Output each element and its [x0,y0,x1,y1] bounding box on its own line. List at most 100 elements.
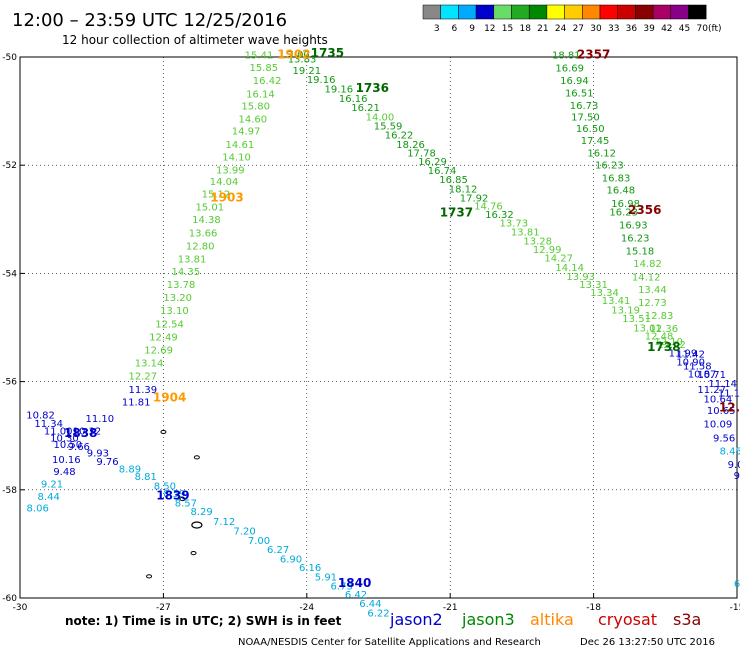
wave-height-label: 11.99 [669,349,698,360]
wave-height-label: 5.91 [315,573,337,584]
footer-timestamp: Dec 26 13:27:50 UTC 2016 [580,637,715,648]
wave-height-label: 13.31 [579,280,608,291]
legend-swatch-12 [475,4,495,20]
wave-height-label: 16.73 [570,101,599,112]
pass-time-label: 2357 [577,48,610,62]
legend-label-12: 12 [484,24,495,34]
wave-height-label: 13.14 [135,358,164,369]
wave-height-label: 7.20 [234,527,256,538]
legend-swatch-70 [688,4,707,20]
satellite-jason3: jason3 [461,610,515,629]
x-tick-label: -30 [13,603,28,613]
footer-credit: NOAA/NESDIS Center for Satellite Applica… [238,637,541,648]
legend-swatch-6 [440,4,459,20]
wave-height-label: 8.57 [175,499,197,510]
wave-height-label: 14.12 [632,272,661,283]
wave-height-label: 9.66 [68,442,90,453]
wave-height-label: 16.83 [602,173,631,184]
wave-height-label: 6.42 [345,590,367,601]
wave-height-label: 16.32 [485,210,514,221]
y-tick-label: -52 [2,161,17,171]
wave-height-label: 11.10 [86,414,115,425]
legend-swatch-30 [582,4,601,20]
wave-height-label: 15.85 [249,63,278,74]
y-tick-label: -50 [2,53,17,63]
x-tick-label: -24 [299,603,314,613]
wave-height-label: 16.21 [351,103,380,114]
wave-height-label: 6.44 [359,599,381,610]
legend-label-36: 36 [626,24,638,34]
wave-height-label: 8.06 [27,503,49,514]
wave-height-label: 16.22 [385,131,414,142]
legend-label-30: 30 [590,24,602,34]
wave-height-label: 12.83 [645,311,674,322]
wave-height-label: 6.22 [367,608,389,619]
wave-height-label: 12.99 [533,245,562,256]
wave-height-label: 11.34 [34,419,63,430]
wave-height-label: 16.48 [607,185,636,196]
wave-height-label: 12.49 [149,332,178,343]
wave-height-label: 14.60 [238,114,267,125]
wave-height-label: 18.81 [552,51,581,62]
wave-height-label: 10.16 [52,455,81,466]
wave-height-label: 6.73 [331,581,353,592]
wave-height-label: 16.23 [609,208,638,219]
legend-swatch-45 [670,4,689,20]
wave-height-label: 11.14 [708,379,737,390]
wave-height-label: 14.27 [544,253,573,264]
wave-height-label: 11.42 [676,349,705,360]
wave-height-label: 8.81 [135,472,157,483]
island-shape [160,429,167,435]
wave-height-label: 16.16 [339,94,368,105]
wave-height-label: 12.10 [654,337,683,348]
x-tick-label: -21 [443,603,458,613]
satellite-jason2: jason2 [389,610,443,629]
wave-height-label: 14.61 [226,140,255,151]
wave-height-label: 7.00 [288,50,310,61]
wave-height-label: 10.90 [676,357,705,368]
wave-height-label: 6.5 [734,579,740,590]
legend-label-18: 18 [519,24,531,34]
wave-height-label: 13.41 [602,296,631,307]
wave-height-label: 13.51 [622,314,651,325]
wave-height-label: 18.12 [449,184,478,195]
wave-height-label: 11.27 [697,385,726,396]
wave-height-label: 9.93 [87,448,109,459]
island-shape [190,550,197,556]
wave-height-label: 17.78 [407,149,436,160]
wave-height-label: 15.18 [626,246,655,257]
wave-height-label: 16.12 [587,149,616,160]
island-shape [191,521,203,529]
wave-height-label: 8.29 [191,507,213,518]
wave-height-label: 12.02 [657,340,686,351]
wave-height-label: 9.76 [96,457,118,468]
legend-label-9: 9 [469,24,475,34]
pass-time-label: 1839 [156,489,189,503]
wave-height-label: 12.48 [645,331,674,342]
wave-height-label: 14.97 [232,126,261,137]
wave-height-label: 18.26 [396,140,425,151]
wave-height-label: 16.98 [611,199,640,210]
wave-height-label: 13.44 [638,285,667,296]
wave-height-label: 11.81 [122,397,151,408]
legend-swatch-42 [652,4,672,20]
wave-height-label: 11.00 [44,427,73,438]
x-tick-label: -18 [586,603,601,613]
wave-height-label: 17.45 [581,136,610,147]
legend-swatch-18 [511,4,530,20]
pass-time-label: 1737 [440,206,473,220]
wave-height-label: 19.21 [292,66,321,77]
wave-height-label: 15.41 [245,51,274,62]
legend-swatch-21 [528,4,548,20]
wave-height-label: 9.0 [728,460,740,471]
chart-title: 12:00 – 23:59 UTC 12/25/2016 [12,10,287,31]
wave-height-label: 7.12 [213,517,235,528]
wave-height-label: 15.80 [241,101,270,112]
axis-ticks: -50 -52 -54 -56 -58 -60-30 -27 -24 -21 -18 -15 [2,53,740,613]
wave-height-label: 10.71 [697,370,726,381]
satellite-altika: altika [530,610,574,629]
wave-height-label: 16.85 [439,175,468,186]
wave-height-label: 8.50 [154,481,176,492]
